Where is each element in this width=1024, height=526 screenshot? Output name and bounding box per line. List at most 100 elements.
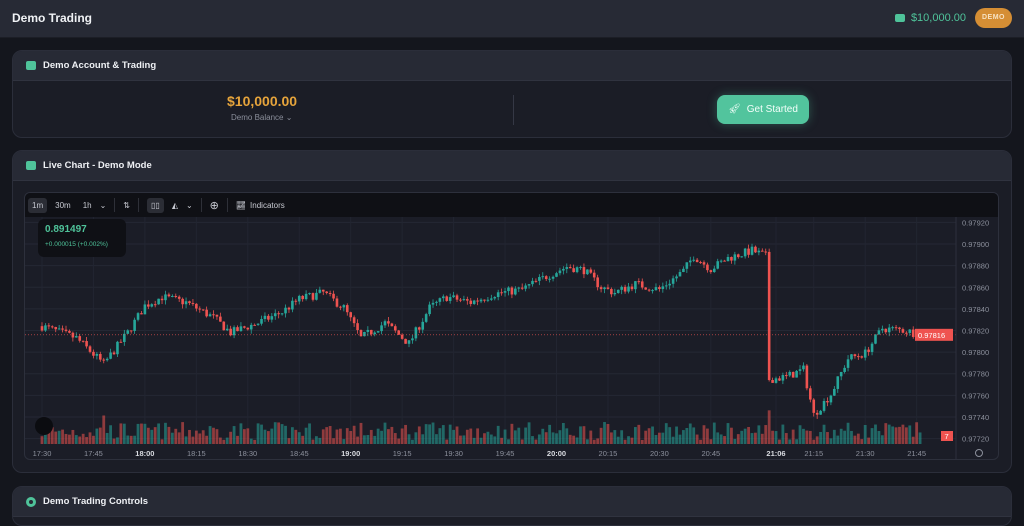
y-tick-label: 0.97860 bbox=[962, 283, 989, 292]
candle-body bbox=[171, 296, 174, 298]
candle-body bbox=[459, 299, 462, 301]
candle-body bbox=[496, 292, 500, 298]
candle-body bbox=[706, 264, 709, 271]
candle-body bbox=[195, 303, 198, 309]
volume-bar bbox=[345, 428, 349, 444]
candle-body bbox=[369, 329, 373, 335]
candle-body bbox=[219, 316, 222, 322]
candle-body bbox=[208, 314, 212, 317]
candle-body bbox=[668, 283, 671, 286]
candle-body bbox=[750, 246, 754, 255]
candle-body bbox=[517, 287, 521, 289]
candle-body bbox=[548, 278, 551, 280]
volume-bar bbox=[469, 428, 473, 444]
candle-body bbox=[833, 388, 836, 396]
volume-bar bbox=[232, 426, 236, 444]
divider bbox=[138, 198, 139, 212]
y-tick-label: 0.97920 bbox=[962, 218, 989, 227]
candle-body bbox=[198, 308, 202, 310]
volume-bar bbox=[277, 422, 281, 444]
candle-body bbox=[181, 298, 184, 305]
candle-body bbox=[249, 324, 253, 330]
candle-body bbox=[911, 329, 915, 337]
volume-bar bbox=[129, 435, 133, 444]
area-chart-icon[interactable]: ◭ bbox=[171, 200, 178, 210]
candle-body bbox=[579, 267, 582, 269]
x-tick-label: 18:00 bbox=[135, 449, 154, 458]
volume-bar bbox=[95, 428, 99, 444]
volume-bar bbox=[109, 425, 112, 444]
candle-body bbox=[88, 346, 92, 352]
interval-1h[interactable]: 1h bbox=[82, 200, 92, 210]
volume-bar bbox=[225, 437, 229, 444]
interval-1m[interactable]: 1m bbox=[28, 197, 48, 213]
volume-bar bbox=[829, 438, 833, 444]
chart-icon bbox=[26, 161, 36, 170]
candle-body bbox=[867, 349, 870, 352]
x-tick-label: 20:15 bbox=[599, 449, 618, 458]
demo-badge: DEMO bbox=[975, 8, 1012, 28]
volume-bar bbox=[266, 431, 270, 444]
interval-30m[interactable]: 30m bbox=[55, 200, 71, 210]
tradingview-logo bbox=[35, 417, 53, 435]
candle-body bbox=[503, 291, 507, 293]
add-plus-icon[interactable]: ⊕ bbox=[209, 199, 219, 212]
volume-bar bbox=[404, 424, 407, 444]
candle-body bbox=[455, 295, 459, 300]
last-price-badge bbox=[915, 328, 953, 341]
chevron-down-icon[interactable]: ⌄ bbox=[99, 200, 107, 210]
volume-bar bbox=[290, 427, 294, 444]
trading-chart[interactable]: 0.97920 0.97900 0.97880 0.97860 0.97840 0.978… bbox=[24, 192, 999, 460]
indicators-icon[interactable]: 📈︎ bbox=[235, 200, 247, 210]
candle-body bbox=[582, 267, 586, 275]
get-started-button[interactable]: 🚀︎ Get Started bbox=[717, 95, 809, 124]
volume-bar bbox=[561, 422, 565, 444]
compare-icon[interactable]: ⇅ bbox=[123, 200, 130, 210]
volume-bar bbox=[462, 435, 466, 444]
volume-bar bbox=[815, 436, 819, 444]
volume-bar bbox=[633, 427, 637, 444]
volume-bar bbox=[352, 425, 356, 444]
candle-body bbox=[291, 300, 294, 310]
volume-bar bbox=[798, 425, 802, 444]
volume-bar bbox=[805, 430, 809, 444]
y-tick-label: 0.97720 bbox=[962, 435, 989, 444]
volume-bar bbox=[376, 428, 380, 444]
candlestick-plot[interactable]: 0.97920 0.97900 0.97880 0.97860 0.97840 0.978… bbox=[25, 193, 999, 460]
volume-bar bbox=[263, 429, 267, 444]
volume-bar bbox=[640, 439, 644, 444]
volume-bar bbox=[736, 434, 740, 444]
candle-body bbox=[520, 287, 524, 289]
volume-bar bbox=[218, 437, 222, 444]
candle-body bbox=[123, 333, 126, 342]
volume-bar bbox=[68, 434, 71, 444]
volume-bar bbox=[730, 427, 733, 444]
candle-body bbox=[692, 259, 695, 261]
candle-body bbox=[452, 295, 455, 298]
volume-bar bbox=[623, 439, 627, 444]
candle-body bbox=[397, 330, 401, 335]
candle-body bbox=[318, 289, 322, 293]
volume-bar bbox=[671, 436, 675, 444]
volume-bar bbox=[575, 437, 579, 444]
settings-icon bbox=[975, 449, 983, 457]
candle-body bbox=[147, 304, 150, 307]
volume-bar bbox=[311, 439, 315, 444]
candle-body bbox=[297, 295, 301, 302]
volume-bar bbox=[606, 423, 610, 444]
volume-bar bbox=[328, 426, 332, 444]
chevron-down-icon[interactable]: ⌄ bbox=[185, 200, 193, 210]
volume-bar bbox=[616, 436, 620, 444]
divider bbox=[513, 95, 514, 125]
volume-bar bbox=[880, 435, 884, 444]
volume-bar bbox=[136, 423, 140, 444]
candle-body bbox=[136, 313, 140, 320]
volume-bar bbox=[620, 430, 624, 444]
candle-body bbox=[675, 276, 678, 279]
candle-body bbox=[678, 272, 682, 277]
volume-bar bbox=[222, 439, 226, 444]
demo-balance-dropdown[interactable]: Demo Balance ⌄ bbox=[231, 113, 292, 122]
volume-bar bbox=[524, 427, 528, 444]
candles-icon[interactable]: ▯▯ bbox=[147, 197, 164, 213]
indicators-button[interactable]: Indicators bbox=[250, 200, 285, 210]
